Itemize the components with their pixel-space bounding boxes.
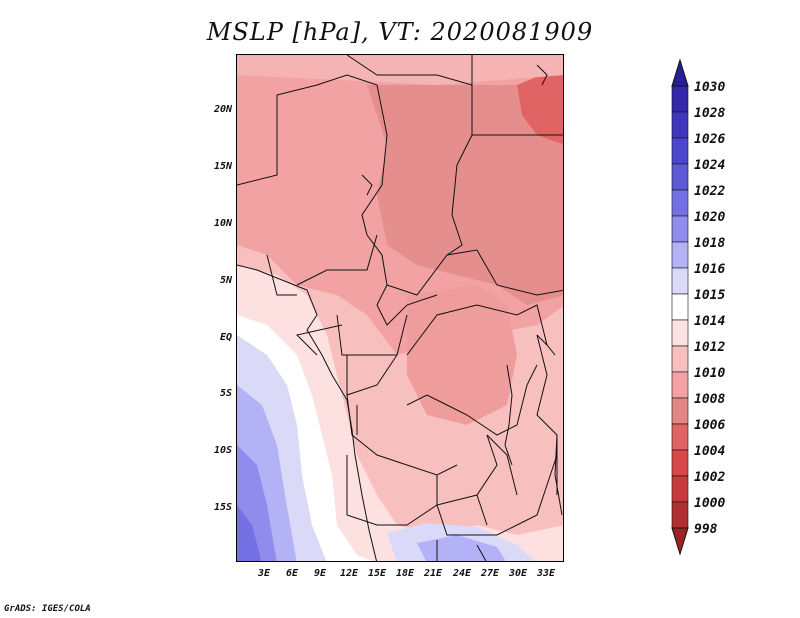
- lon-label-6e: 6E: [285, 568, 299, 579]
- grads-credit: GrADS: IGES/COLA: [4, 604, 91, 614]
- lat-label-10n: 10N: [213, 218, 232, 229]
- colorbar-segment: [671, 189, 689, 217]
- colorbar-segment: [671, 397, 689, 425]
- lon-label-24e: 24E: [452, 568, 472, 579]
- lon-label-15e: 15E: [367, 568, 387, 579]
- colorbar-segment: [671, 111, 689, 139]
- colorbar-label-1012: 1012: [694, 340, 726, 355]
- colorbar-label-1022: 1022: [694, 184, 726, 199]
- colorbar-segment: [671, 215, 689, 243]
- lon-label-12e: 12E: [339, 568, 359, 579]
- colorbar: [671, 58, 689, 556]
- colorbar-segment: [671, 241, 689, 269]
- field-1006: [517, 65, 563, 145]
- pressure-map: [236, 54, 564, 562]
- colorbar-segment: [671, 449, 689, 477]
- lat-label-15n: 15N: [213, 161, 232, 172]
- lon-label-27e: 27E: [480, 568, 500, 579]
- colorbar-label-1018: 1018: [694, 236, 726, 251]
- colorbar-label-1000: 1000: [694, 496, 726, 511]
- colorbar-segment: [671, 501, 689, 529]
- colorbar-label-1026: 1026: [694, 132, 726, 147]
- colorbar-label-1004: 1004: [694, 444, 726, 459]
- lon-label-9e: 9E: [313, 568, 327, 579]
- field-north-strip: [237, 55, 563, 85]
- lake-chad: [361, 174, 373, 196]
- field-1009-congo: [407, 285, 517, 425]
- colorbar-label-1014: 1014: [694, 314, 726, 329]
- field-1008: [367, 85, 563, 305]
- lon-label-30e: 30E: [508, 568, 528, 579]
- colorbar-label-1008: 1008: [694, 392, 726, 407]
- lat-label-10s: 10S: [213, 445, 232, 456]
- lat-label-15s: 15S: [213, 502, 232, 513]
- red-sea-coast: [536, 64, 548, 86]
- lat-label-eq: EQ: [219, 332, 232, 343]
- colorbar-segment: [671, 85, 689, 113]
- colorbar-segment: [671, 371, 689, 399]
- lat-label-20n: 20N: [213, 104, 232, 115]
- colorbar-label-1016: 1016: [694, 262, 726, 277]
- lon-label-18e: 18E: [395, 568, 415, 579]
- lake-victoria: [536, 334, 556, 356]
- colorbar-segment: [671, 423, 689, 451]
- lake-tanganyika: [504, 364, 513, 466]
- colorbar-label-1010: 1010: [694, 366, 726, 381]
- colorbar-label-1028: 1028: [694, 106, 726, 121]
- colorbar-label-1002: 1002: [694, 470, 726, 485]
- colorbar-segment: [671, 475, 689, 503]
- colorbar-segment: [671, 345, 689, 373]
- colorbar-segment: [671, 319, 689, 347]
- field-1020: [237, 505, 262, 561]
- colorbar-segment: [671, 293, 689, 321]
- map-title: MSLP [hPa], VT: 2020081909: [206, 18, 594, 46]
- coastline: [237, 264, 378, 561]
- country-borders: [237, 55, 563, 561]
- lake-malawi: [554, 434, 563, 516]
- lat-label-5s: 5S: [219, 388, 232, 399]
- colorbar-label-1015: 1015: [694, 288, 726, 303]
- colorbar-label-1020: 1020: [694, 210, 726, 225]
- lon-label-21e: 21E: [423, 568, 443, 579]
- colorbar-segment: [671, 163, 689, 191]
- colorbar-segment: [671, 137, 689, 165]
- colorbar-label-998: 998: [694, 522, 718, 537]
- colorbar-label-1024: 1024: [694, 158, 726, 173]
- colorbar-bottom-arrow: [671, 527, 689, 556]
- colorbar-label-1006: 1006: [694, 418, 726, 433]
- pressure-field: [237, 55, 563, 561]
- colorbar-segment: [671, 267, 689, 295]
- lon-label-3e: 3E: [257, 568, 271, 579]
- lat-label-5n: 5N: [219, 275, 232, 286]
- lon-label-33e: 33E: [536, 568, 556, 579]
- colorbar-top-arrow: [671, 58, 689, 87]
- colorbar-label-1030: 1030: [694, 80, 726, 95]
- field-south-1016: [417, 535, 506, 561]
